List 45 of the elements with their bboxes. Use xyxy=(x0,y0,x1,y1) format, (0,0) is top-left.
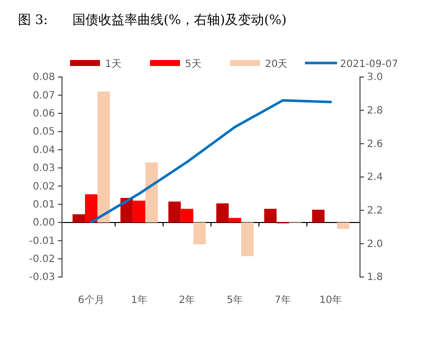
legend-label: 2021-09-07 xyxy=(340,59,398,70)
y-tick-label: 0.00 xyxy=(32,218,55,229)
y2-tick-label: 1.8 xyxy=(367,272,383,284)
legend-label: 20天 xyxy=(265,59,288,70)
bar xyxy=(168,202,181,222)
y-tick-label: -0.01 xyxy=(29,236,55,247)
bar xyxy=(241,222,254,256)
y-tick-label: 0.02 xyxy=(32,181,55,192)
y-tick-label: 0.08 xyxy=(32,72,55,84)
bar xyxy=(84,194,98,222)
y-tick-label: 0.06 xyxy=(32,108,55,120)
y2-tick-label: 2.8 xyxy=(367,106,383,117)
bar xyxy=(216,203,229,222)
y-tick-label: 0.07 xyxy=(32,90,55,102)
bar xyxy=(337,222,350,229)
legend-label: 1天 xyxy=(105,59,122,70)
x-tick-label: 5年 xyxy=(226,294,244,306)
y-tick-label: 0.04 xyxy=(32,144,55,156)
bar xyxy=(228,218,242,222)
bar xyxy=(132,200,146,222)
y2-tick-label: 2.6 xyxy=(367,138,383,150)
x-tick-label: 7年 xyxy=(274,294,292,306)
bar xyxy=(145,162,158,222)
legend-label: 5天 xyxy=(185,59,202,70)
x-tick-label: 1年 xyxy=(130,294,148,306)
y-tick-label: -0.03 xyxy=(29,272,55,284)
y-tick-label: 0.03 xyxy=(32,163,55,174)
y-tick-label: 0.05 xyxy=(32,126,55,138)
bar xyxy=(180,208,194,222)
bar xyxy=(312,210,325,222)
line-series xyxy=(90,99,332,224)
bar xyxy=(193,222,206,244)
y2-tick-label: 2.0 xyxy=(367,238,383,250)
y-tick-label: -0.02 xyxy=(29,254,55,266)
y2-tick-label: 2.2 xyxy=(367,206,383,217)
chart-title: 图 3: 国债收益率曲线(%，右轴)及变动(%) xyxy=(18,12,287,28)
y-tick-label: 0.01 xyxy=(32,199,55,210)
y2-tick-label: 3.0 xyxy=(367,72,383,84)
x-tick-label: 10年 xyxy=(319,294,342,306)
y2-tick-label: 2.4 xyxy=(367,172,383,184)
bar xyxy=(264,208,277,222)
bar xyxy=(97,92,110,222)
x-tick-label: 2年 xyxy=(178,294,196,306)
x-tick-label: 6个月 xyxy=(78,294,104,306)
bar xyxy=(72,214,85,222)
